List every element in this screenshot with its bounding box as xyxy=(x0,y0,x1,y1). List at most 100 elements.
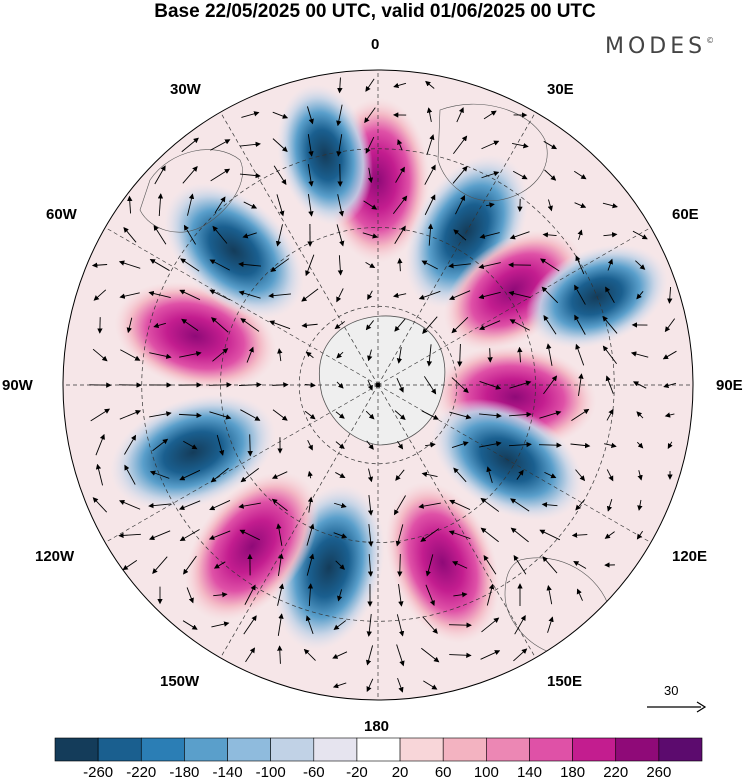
wind-arrow xyxy=(277,583,285,606)
wind-arrow xyxy=(182,165,198,184)
wind-arrow xyxy=(305,351,314,359)
wind-arrow xyxy=(209,499,231,511)
wind-arrow xyxy=(547,199,553,212)
wind-arrow xyxy=(209,289,231,301)
wind-arrow xyxy=(449,622,472,628)
wind-arrow xyxy=(578,373,584,396)
wind-arrow xyxy=(212,348,229,362)
wind-arrow xyxy=(179,529,200,541)
wind-arrow xyxy=(246,346,254,363)
wind-arrow xyxy=(272,111,289,119)
colorbar-swatch xyxy=(615,737,660,762)
wind-arrow xyxy=(178,500,201,510)
wind-arrow xyxy=(307,194,314,217)
wind-arrow xyxy=(157,193,164,217)
wind-arrow xyxy=(95,433,105,456)
wind-arrow xyxy=(453,467,467,483)
wind-arrow xyxy=(240,409,261,421)
wind-arrow xyxy=(453,135,468,155)
wind-arrow xyxy=(453,592,468,598)
wind-arrow xyxy=(451,317,469,334)
wind-arrow xyxy=(667,286,673,304)
wind-arrow xyxy=(240,467,260,483)
wind-arrow xyxy=(123,226,137,243)
wind-arrow xyxy=(421,260,438,270)
brand-name: MODES xyxy=(605,34,707,59)
wind-arrow xyxy=(604,531,615,539)
wind-arrow xyxy=(397,440,404,450)
wind-arrow xyxy=(480,650,501,660)
wind-arrow xyxy=(510,527,529,543)
wind-arrow xyxy=(448,530,471,540)
wind-arrow xyxy=(607,258,613,271)
reference-vector-label: 30 xyxy=(664,683,679,698)
wind-arrow xyxy=(365,320,374,331)
wind-arrow xyxy=(483,110,497,120)
wind-arrow xyxy=(448,263,471,269)
wind-arrow xyxy=(336,351,344,359)
reference-vector-arrow xyxy=(647,701,707,713)
wind-arrow xyxy=(397,139,403,151)
colorbar-tick-label: 140 xyxy=(516,764,542,781)
wind-arrow xyxy=(271,498,288,512)
wind-arrow xyxy=(186,587,194,604)
wind-arrow xyxy=(119,500,141,510)
wind-arrow xyxy=(602,345,617,365)
wind-arrow xyxy=(452,561,468,569)
wind-arrow xyxy=(93,289,107,301)
wind-arrow xyxy=(540,258,560,272)
wind-arrow xyxy=(306,553,315,576)
wind-arrow xyxy=(571,408,590,421)
wind-arrow xyxy=(124,464,136,485)
wind-arrow xyxy=(149,411,172,418)
wind-arrow xyxy=(367,290,373,301)
wind-arrow xyxy=(365,78,375,92)
antarctica-coast xyxy=(318,315,446,446)
colorbar-swatch xyxy=(356,737,401,762)
colorbar-tick-label: -220 xyxy=(126,764,157,781)
wind-arrow xyxy=(543,315,557,335)
wind-arrow xyxy=(148,290,171,298)
wind-arrow xyxy=(485,202,495,208)
wind-arrow xyxy=(179,351,202,358)
wind-arrow xyxy=(307,134,314,157)
wind-arrow xyxy=(547,616,554,633)
wind-arrow xyxy=(664,318,676,333)
wind-arrow xyxy=(575,255,585,275)
wind-arrow xyxy=(508,441,532,448)
wind-arrow xyxy=(425,554,434,577)
wind-arrow xyxy=(541,286,559,304)
wind-arrow xyxy=(393,495,406,516)
wind-arrow xyxy=(396,377,404,393)
wind-arrow xyxy=(367,167,374,184)
colorbar-swatch xyxy=(270,737,315,762)
colorbar-swatch xyxy=(399,737,444,762)
field-anomaly-negative xyxy=(164,182,304,319)
wind-arrow xyxy=(423,680,438,690)
wind-arrow xyxy=(481,140,500,150)
colorbar-tick-label: 100 xyxy=(473,764,499,781)
wind-arrow xyxy=(571,532,588,538)
wind-arrow xyxy=(304,410,316,420)
wind-arrow xyxy=(118,260,141,269)
wind-arrow xyxy=(427,223,434,246)
wind-arrow xyxy=(126,317,133,334)
colorbar-swatch xyxy=(184,737,228,762)
wind-arrow xyxy=(367,379,373,391)
wind-arrow xyxy=(305,615,314,635)
wind-arrow xyxy=(392,195,408,215)
wind-arrow xyxy=(513,554,527,575)
wind-arrow xyxy=(393,82,407,89)
wind-arrow xyxy=(119,410,142,420)
wind-arrow xyxy=(180,258,200,272)
wind-arrow xyxy=(152,438,169,452)
wind-arrow xyxy=(277,613,284,636)
colorbar-swatch xyxy=(486,737,530,762)
wind-arrow xyxy=(513,648,528,662)
wind-arrow xyxy=(574,202,587,209)
wind-arrow xyxy=(605,286,615,303)
wind-arrow xyxy=(570,442,591,449)
colorbar-swatch xyxy=(140,737,185,762)
wind-arrow xyxy=(366,440,374,450)
wind-arrow xyxy=(575,469,586,482)
